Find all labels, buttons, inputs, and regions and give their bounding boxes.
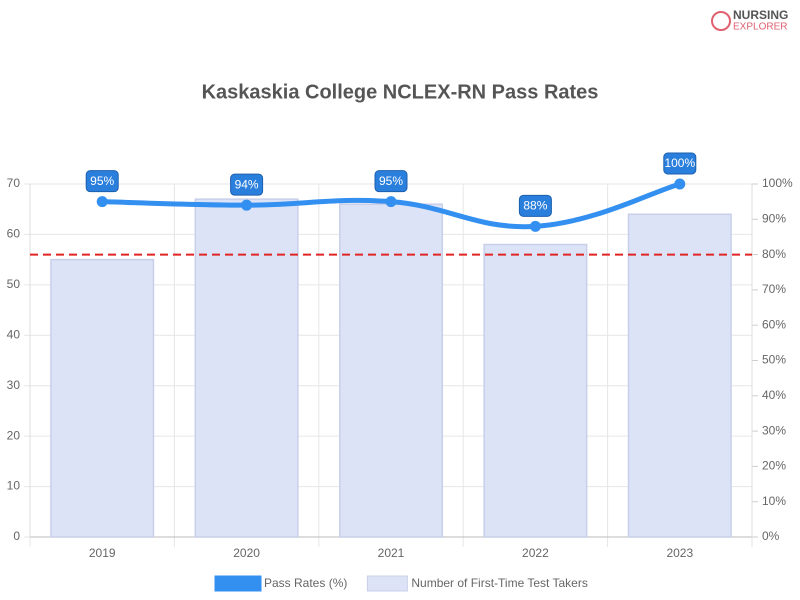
y-tick-label: 0 (13, 529, 20, 543)
line-point (674, 178, 686, 190)
logo-text: EXPLORER (733, 22, 787, 33)
chart-title: Kaskaskia College NCLEX-RN Pass Rates (202, 81, 599, 103)
data-label-box (663, 152, 697, 175)
legend-swatch (366, 575, 408, 592)
data-label: 100% (664, 156, 695, 170)
bar (194, 198, 299, 538)
y2-tick-label: 60% (762, 317, 786, 331)
data-label-box (518, 194, 552, 217)
y-tick-label: 20 (7, 428, 21, 442)
y-tick-label: 60 (7, 227, 21, 241)
data-label-box (230, 173, 264, 196)
x-tick-label: 2021 (378, 546, 405, 560)
y2-tick-label: 50% (762, 353, 786, 367)
x-tick-label: 2019 (89, 546, 116, 560)
legend-label: Number of First-Time Test Takers (411, 576, 587, 590)
logo-icon (711, 11, 731, 31)
bar (627, 213, 732, 538)
y2-tick-label: 40% (762, 388, 786, 402)
y-tick-label: 40 (7, 327, 21, 341)
line-point (529, 220, 541, 232)
line-point (96, 196, 108, 208)
legend-swatch (214, 575, 262, 592)
bar (483, 243, 588, 538)
y-tick-label: 30 (7, 378, 21, 392)
y-tick-label: 10 (7, 479, 21, 493)
y2-tick-label: 80% (762, 247, 786, 261)
x-tick-label: 2020 (233, 546, 260, 560)
data-label: 94% (235, 177, 259, 191)
y2-tick-label: 30% (762, 423, 786, 437)
x-tick-label: 2023 (666, 546, 693, 560)
y2-tick-label: 70% (762, 282, 786, 296)
y2-tick-label: 100% (762, 176, 793, 190)
y-tick-label: 50 (7, 277, 21, 291)
line-point (385, 196, 397, 208)
y2-tick-label: 0% (762, 529, 780, 543)
bar (338, 203, 444, 538)
data-label: 95% (379, 174, 403, 188)
y-tick-label: 70 (7, 176, 21, 190)
data-label-box (85, 170, 119, 193)
y2-tick-label: 20% (762, 459, 786, 473)
y2-tick-label: 10% (762, 494, 786, 508)
y2-tick-label: 90% (762, 211, 786, 225)
bar (50, 258, 155, 538)
legend-label: Pass Rates (%) (264, 576, 347, 590)
logo-text: NURSING (733, 8, 788, 22)
line-point (241, 199, 253, 211)
data-label: 88% (523, 199, 547, 213)
data-label-box (374, 170, 408, 193)
x-tick-label: 2022 (522, 546, 549, 560)
data-label: 95% (90, 174, 114, 188)
